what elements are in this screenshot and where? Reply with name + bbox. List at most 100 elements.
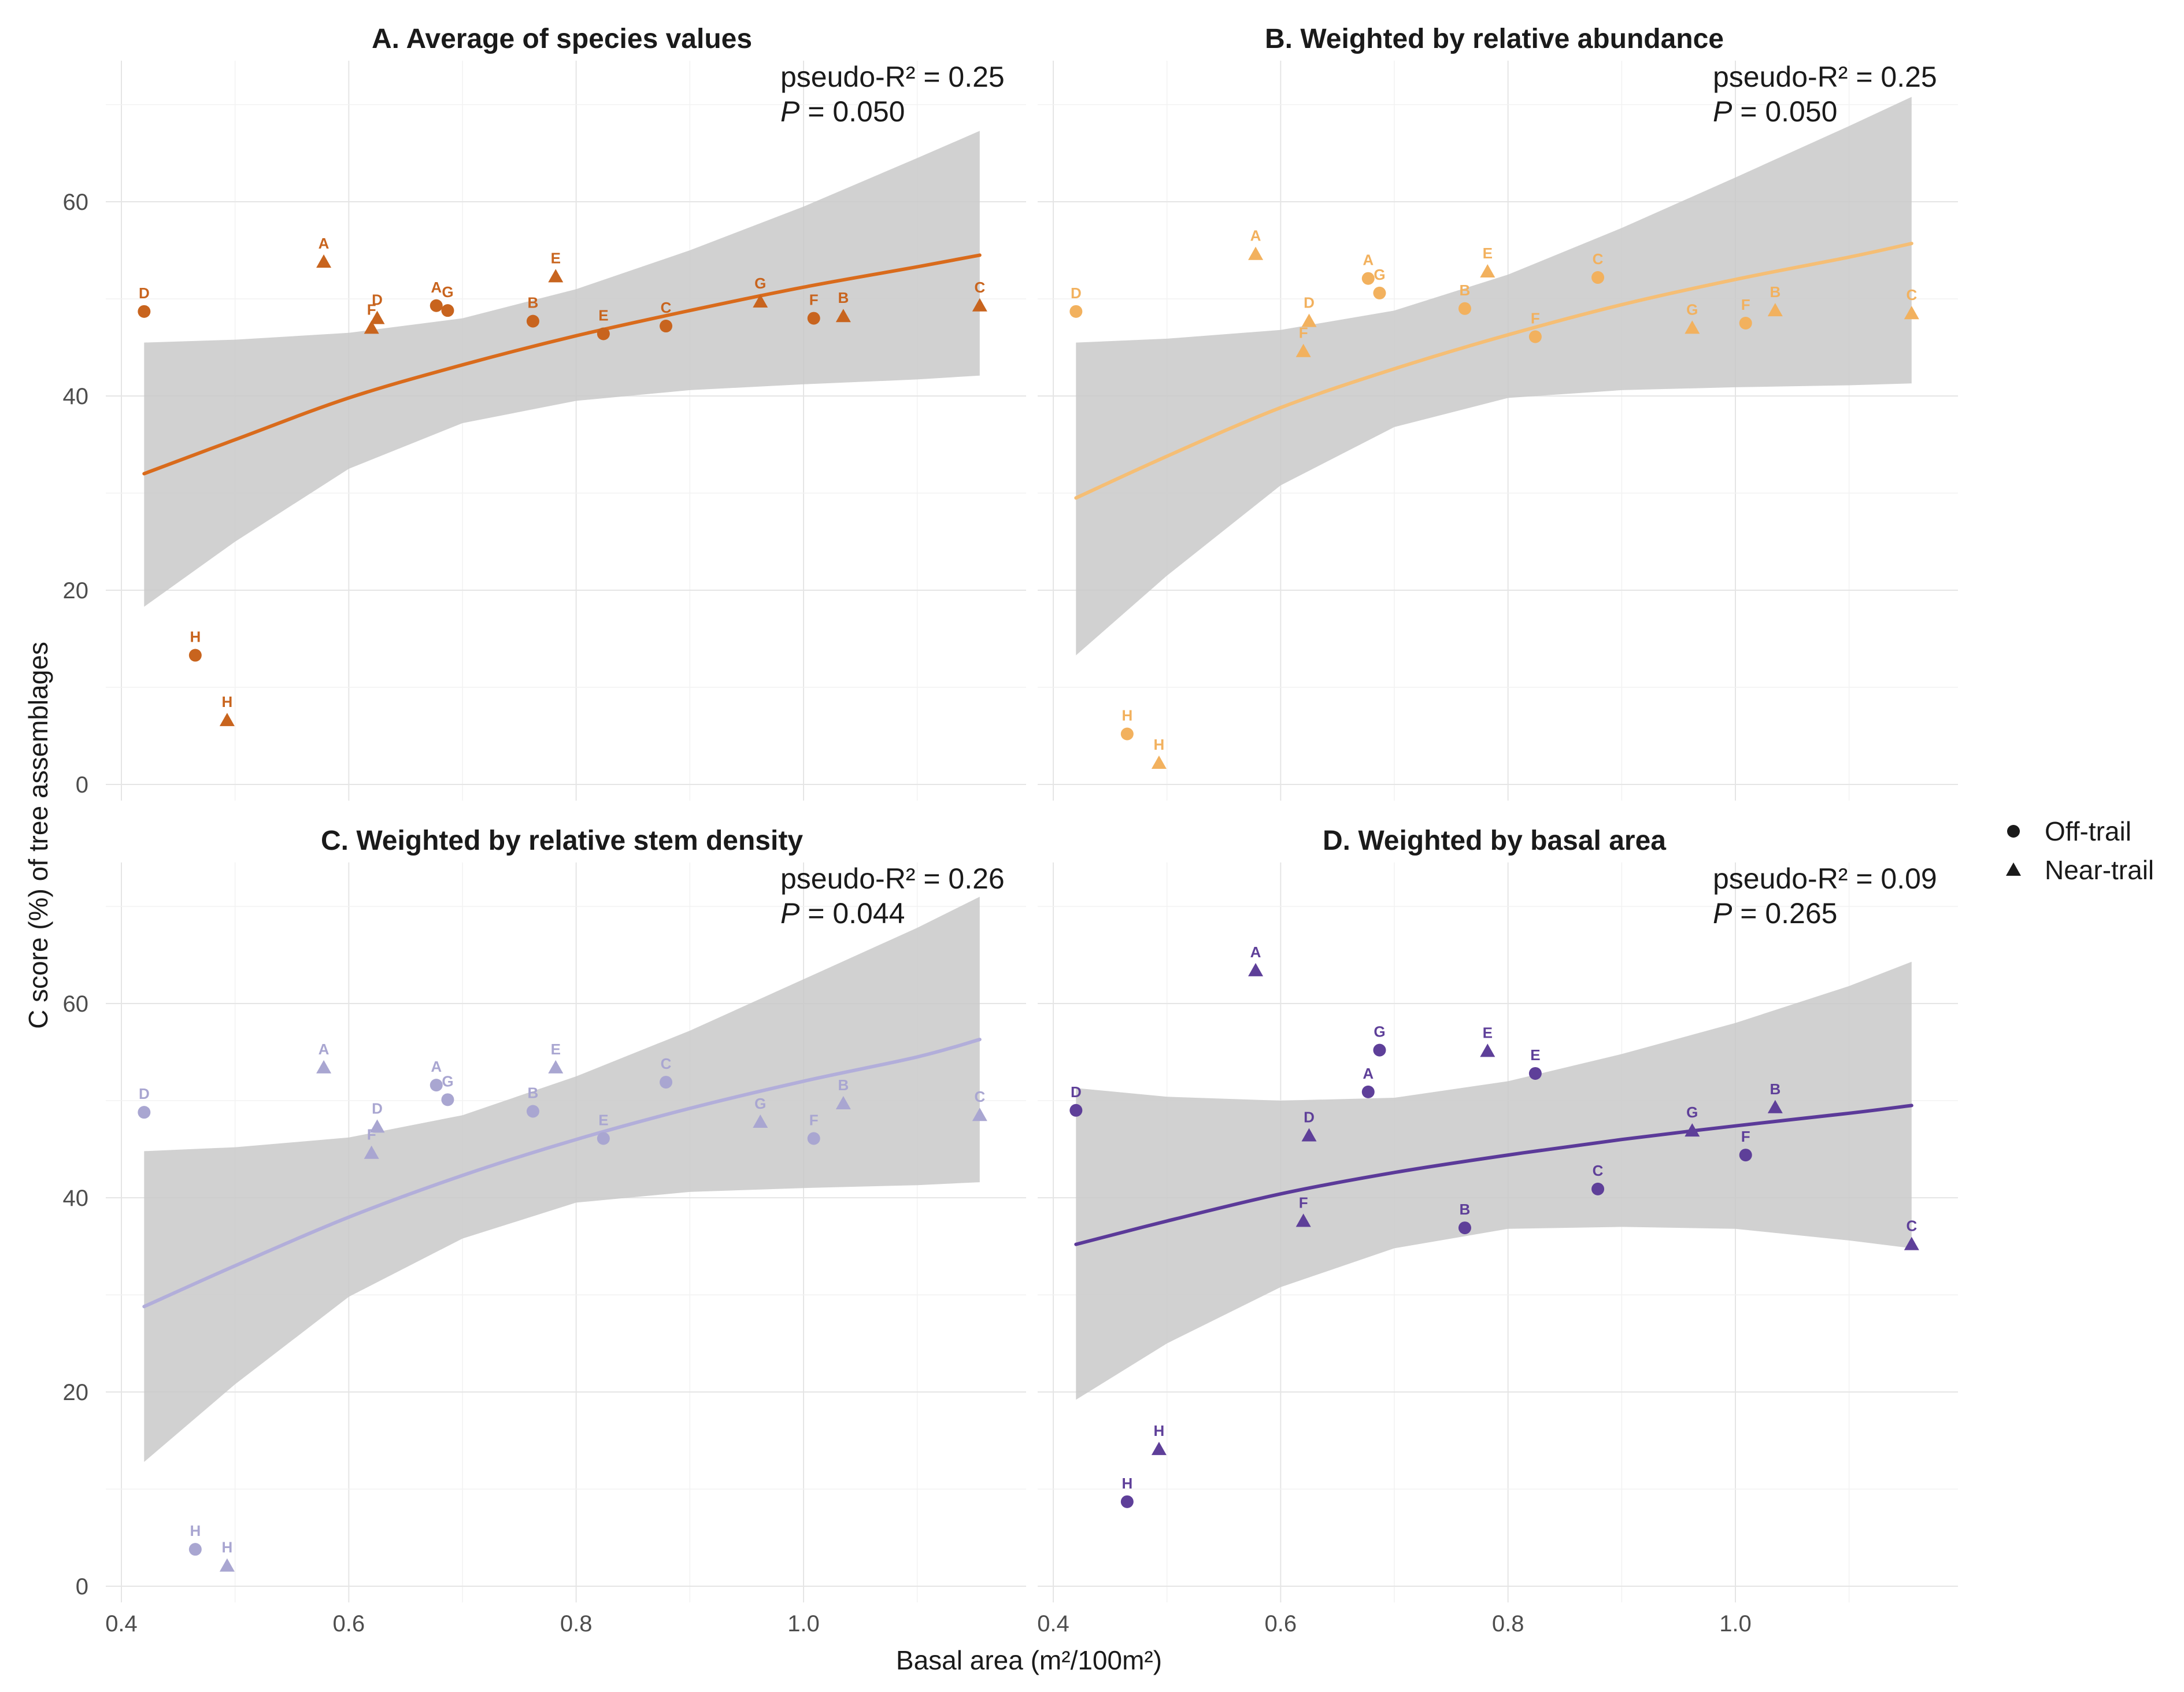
- panel-b-point-label-6: B: [1460, 282, 1471, 299]
- panel-c-point-c-near-trail: [972, 1108, 987, 1121]
- panel-d-x-tick-label-3: 1.0: [1719, 1611, 1752, 1637]
- panel-d-point-label-5: G: [1374, 1023, 1385, 1041]
- panel-c-p-number: = 0.044: [799, 897, 905, 930]
- panel-d-confidence-band: [1076, 961, 1912, 1400]
- panel-a-point-a-off-trail: [430, 299, 443, 312]
- panel-b-point-c-off-trail: [1591, 271, 1605, 284]
- panel-b-point-label-7: E: [1483, 245, 1493, 262]
- y-axis-title: C score (%) of tree assemblages: [23, 642, 53, 1029]
- panel-d: D A D F A G B E E C G F B C H H 0.4 0.6 0.8 1.0 D. Weighted…: [1037, 825, 1958, 1637]
- panel-c-point-c-off-trail: [660, 1076, 673, 1089]
- panel-b-point-c-near-trail: [1904, 306, 1919, 320]
- panel-d-p-number: = 0.265: [1732, 897, 1837, 930]
- panel-a-point-g-near-trail: [753, 294, 768, 308]
- panel-b-point-f-near-trail: [1295, 343, 1311, 357]
- panel-a-point-label-2: D: [372, 291, 383, 309]
- panel-a-y-tick-label-1: 20: [63, 578, 89, 604]
- panel-a-point-f-near-trail: [364, 320, 379, 334]
- panel-a-point-b-off-trail: [526, 314, 539, 328]
- panel-a-p-number: = 0.050: [799, 95, 905, 128]
- panel-a-point-label-9: C: [661, 299, 672, 316]
- panel-d-point-label-10: G: [1686, 1104, 1698, 1121]
- panel-a-y-tick-label-2: 40: [63, 384, 89, 409]
- panel-b-p-number: = 0.050: [1732, 95, 1837, 128]
- panel-b-title: B. Weighted by relative abundance: [1265, 24, 1724, 54]
- panel-a-point-label-10: G: [754, 275, 766, 292]
- panel-d-p-value: P = 0.265: [1713, 897, 1837, 930]
- panel-c-point-g-off-trail: [441, 1093, 454, 1106]
- panel-b-r2: pseudo-R² = 0.25: [1713, 61, 1937, 93]
- panel-b-point-g-near-trail: [1685, 320, 1700, 334]
- panel-a-point-d-near-trail: [369, 310, 385, 324]
- panel-b-point-label-13: C: [1906, 286, 1917, 303]
- panel-c-point-label-2: D: [372, 1099, 383, 1117]
- panel-c-point-b-near-trail: [835, 1096, 851, 1110]
- panel-c-confidence-band: [144, 897, 980, 1462]
- panel-a-point-a-near-trail: [316, 254, 332, 268]
- panel-c-point-a-near-trail: [316, 1060, 332, 1073]
- panel-d-point-a-off-trail: [1361, 1085, 1375, 1098]
- panel-c-y-tick-label-1: 20: [63, 1380, 89, 1405]
- panel-a-r2: pseudo-R² = 0.25: [780, 61, 1005, 93]
- panel-c-y-tick-label-2: 40: [63, 1186, 89, 1211]
- panel-d-point-label-7: E: [1483, 1024, 1493, 1041]
- panel-b-point-d-off-trail: [1069, 305, 1083, 318]
- panel-b-point-f-off-trail: [1739, 317, 1752, 329]
- panel-a-point-h-off-trail: [188, 649, 202, 662]
- panel-a-point-label-3: F: [367, 301, 376, 318]
- panel-b-point-d-near-trail: [1301, 313, 1317, 327]
- panel-a-point-g-off-trail: [441, 304, 454, 317]
- panel-c-point-b-off-trail: [526, 1105, 539, 1118]
- panel-c-point-a-off-trail: [430, 1079, 443, 1092]
- panel-b-point-a-near-trail: [1248, 246, 1264, 260]
- panel-a-point-label-15: H: [222, 693, 233, 710]
- legend-off-trail-label: Off-trail: [2045, 816, 2131, 846]
- panel-d-x-tick-label-2: 0.8: [1492, 1611, 1524, 1637]
- panel-c-y-tick-label-3: 60: [63, 991, 89, 1017]
- panel-a-point-label-7: E: [551, 249, 561, 266]
- panel-a-y-tick-label-3: 60: [63, 190, 89, 215]
- panel-a-point-label-1: A: [319, 235, 330, 252]
- panel-c-point-label-6: B: [528, 1084, 539, 1101]
- panel-c-x-tick-label-3: 1.0: [787, 1611, 820, 1637]
- panel-d-point-h-off-trail: [1120, 1495, 1134, 1508]
- panel-b-p-value: P = 0.050: [1713, 95, 1837, 128]
- panel-b-point-label-10: G: [1686, 301, 1698, 318]
- panel-c-point-d-near-trail: [369, 1119, 385, 1133]
- panel-a-point-f-off-trail: [807, 312, 820, 325]
- panel-a-point-label-6: B: [528, 294, 539, 312]
- panel-b-point-f-off-trail: [1528, 330, 1542, 343]
- panel-a-point-b-near-trail: [835, 309, 851, 323]
- panel-a-title: A. Average of species values: [372, 24, 752, 54]
- panel-a-y-tick-label-0: 0: [76, 772, 88, 798]
- panel-a-point-c-near-trail: [972, 298, 987, 312]
- panel-b-point-label-4: A: [1363, 251, 1374, 269]
- panel-d-point-g-near-trail: [1685, 1123, 1700, 1137]
- panel-d-point-label-11: F: [1741, 1128, 1750, 1145]
- panel-a-point-label-5: G: [442, 283, 453, 301]
- panel-c-point-label-7: E: [551, 1041, 561, 1058]
- panel-a-point-label-11: F: [809, 291, 819, 309]
- panel-d-point-a-near-trail: [1248, 962, 1264, 976]
- panel-c-point-label-4: A: [431, 1058, 442, 1075]
- panel-d-r2: pseudo-R² = 0.09: [1713, 862, 1937, 895]
- panel-d-fit-line: [1074, 1104, 1913, 1246]
- panel-c-point-label-0: D: [139, 1085, 150, 1102]
- panel-b-point-e-near-trail: [1480, 264, 1496, 277]
- panel-c-point-label-14: H: [190, 1522, 201, 1539]
- panel-a-point-label-4: A: [431, 279, 442, 296]
- panel-d-point-c-off-trail: [1591, 1182, 1605, 1195]
- panel-c-point-label-11: F: [809, 1112, 819, 1129]
- panel-d-point-h-near-trail: [1151, 1442, 1167, 1456]
- panel-d-point-label-15: H: [1154, 1422, 1165, 1439]
- panel-d-point-c-near-trail: [1904, 1236, 1919, 1250]
- panel-b-point-b-off-trail: [1458, 302, 1471, 315]
- panel-c-r2: pseudo-R² = 0.26: [780, 862, 1005, 895]
- panel-c-point-label-8: E: [598, 1112, 608, 1129]
- panel-c-x-tick-label-2: 0.8: [560, 1611, 593, 1637]
- panel-b-point-h-near-trail: [1151, 756, 1167, 769]
